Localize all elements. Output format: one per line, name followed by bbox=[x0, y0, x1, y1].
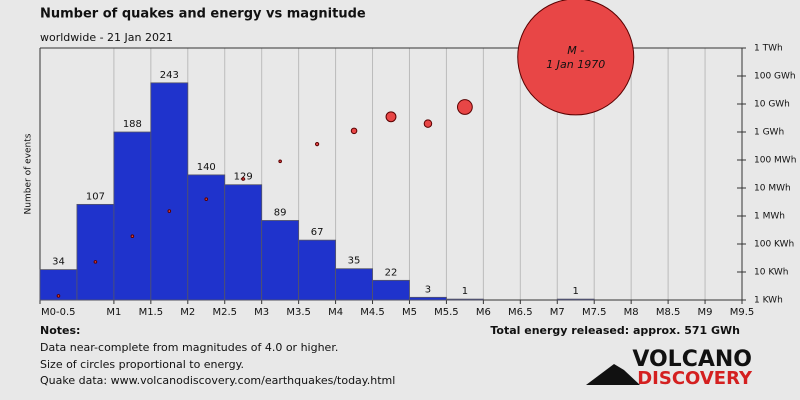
y2-tick-label: 10 MWh bbox=[754, 184, 791, 194]
chart-subtitle: worldwide - 21 Jan 2021 bbox=[40, 31, 173, 44]
data-label: 67 bbox=[311, 227, 324, 238]
y2-tick-label: 100 KWh bbox=[754, 240, 794, 250]
energy-circle bbox=[56, 294, 61, 298]
bar bbox=[409, 296, 447, 301]
y-axis-label: Number of events bbox=[24, 133, 34, 214]
y2-tick-label: 1 KWh bbox=[754, 296, 783, 306]
y2-tick-label: 1 TWh bbox=[754, 44, 783, 54]
x-tick-label: M1 bbox=[106, 307, 121, 318]
data-label: 89 bbox=[274, 207, 287, 218]
x-tick-label: M6 bbox=[476, 307, 491, 318]
x-tick-label: M4 bbox=[328, 307, 343, 318]
x-tick-label: M4.5 bbox=[360, 307, 385, 318]
bar bbox=[372, 279, 410, 301]
data-label: 1 bbox=[462, 286, 468, 297]
energy-circle bbox=[130, 234, 135, 238]
bar bbox=[446, 298, 484, 301]
x-tick-label: M6.5 bbox=[508, 307, 533, 318]
data-label: 188 bbox=[123, 119, 142, 130]
data-label: 1 bbox=[573, 286, 579, 297]
logo-text: DISCOVERY bbox=[637, 368, 753, 389]
bar bbox=[335, 268, 373, 301]
bar bbox=[556, 298, 595, 301]
energy-circle bbox=[93, 260, 98, 264]
bar bbox=[39, 269, 78, 301]
x-tick-label: M9.5 bbox=[730, 307, 755, 318]
energy-circle bbox=[167, 209, 172, 213]
y2-tick-label: 100 GWh bbox=[754, 72, 796, 82]
x-tick-label: M2.5 bbox=[212, 307, 237, 318]
x-tick-label: M3 bbox=[254, 307, 269, 318]
annotation: 1 Jan 1970 bbox=[546, 58, 605, 71]
energy-circle bbox=[241, 177, 246, 181]
y2-tick-label: 1 GWh bbox=[754, 128, 784, 138]
data-label: 140 bbox=[197, 162, 216, 173]
energy-circle bbox=[385, 111, 397, 123]
data-label: 107 bbox=[86, 191, 105, 202]
y2-tick-label: 1 MWh bbox=[754, 212, 785, 222]
bar bbox=[150, 82, 189, 301]
data-label: 3 bbox=[425, 284, 431, 295]
logo-mountain bbox=[586, 364, 640, 385]
energy-circle bbox=[457, 99, 473, 115]
energy-circle bbox=[204, 197, 209, 201]
energy-circle bbox=[350, 127, 358, 135]
bar bbox=[76, 203, 115, 301]
x-tick-label: M8.5 bbox=[656, 307, 681, 318]
y2-tick-label: 100 MWh bbox=[754, 156, 796, 166]
x-tick-label: M3.5 bbox=[286, 307, 311, 318]
x-tick-label: M7.5 bbox=[582, 307, 607, 318]
note-line: Quake data: www.volcanodiscovery.com/ear… bbox=[40, 374, 395, 387]
bar bbox=[187, 174, 226, 301]
energy-circle bbox=[423, 119, 433, 128]
x-tick-label: M1.5 bbox=[139, 307, 164, 318]
annotation: M - bbox=[567, 44, 584, 57]
x-tick-label: M9 bbox=[698, 307, 713, 318]
bar bbox=[261, 220, 300, 301]
x-tick-label: M5.5 bbox=[434, 307, 459, 318]
energy-circle bbox=[278, 159, 282, 164]
y2-tick-label: 10 KWh bbox=[754, 268, 789, 278]
data-label: 243 bbox=[160, 70, 179, 81]
data-label: 22 bbox=[385, 267, 398, 278]
x-tick-label: M2 bbox=[180, 307, 195, 318]
bar bbox=[298, 239, 336, 301]
x-tick-label: M5 bbox=[402, 307, 417, 318]
note-line: Data near-complete from magnitudes of 4.… bbox=[40, 341, 338, 354]
chart-title: Number of quakes and energy vs magnitude bbox=[40, 7, 366, 22]
bar bbox=[113, 131, 152, 301]
data-label: 34 bbox=[52, 257, 65, 268]
data-label: 35 bbox=[348, 256, 361, 267]
logo-text: VOLCANO bbox=[632, 347, 752, 372]
energy-circle bbox=[314, 141, 320, 147]
x-tick-label: M0-0.5 bbox=[41, 307, 76, 318]
total-energy: Total energy released: approx. 571 GWh bbox=[490, 324, 740, 337]
x-tick-label: M7 bbox=[550, 307, 565, 318]
bar bbox=[224, 184, 263, 301]
energy-circle bbox=[517, 0, 635, 116]
y2-tick-label: 10 GWh bbox=[754, 100, 790, 110]
x-tick-label: M8 bbox=[624, 307, 639, 318]
notes-title: Notes: bbox=[40, 324, 80, 337]
note-line: Size of circles proportional to energy. bbox=[40, 358, 244, 371]
